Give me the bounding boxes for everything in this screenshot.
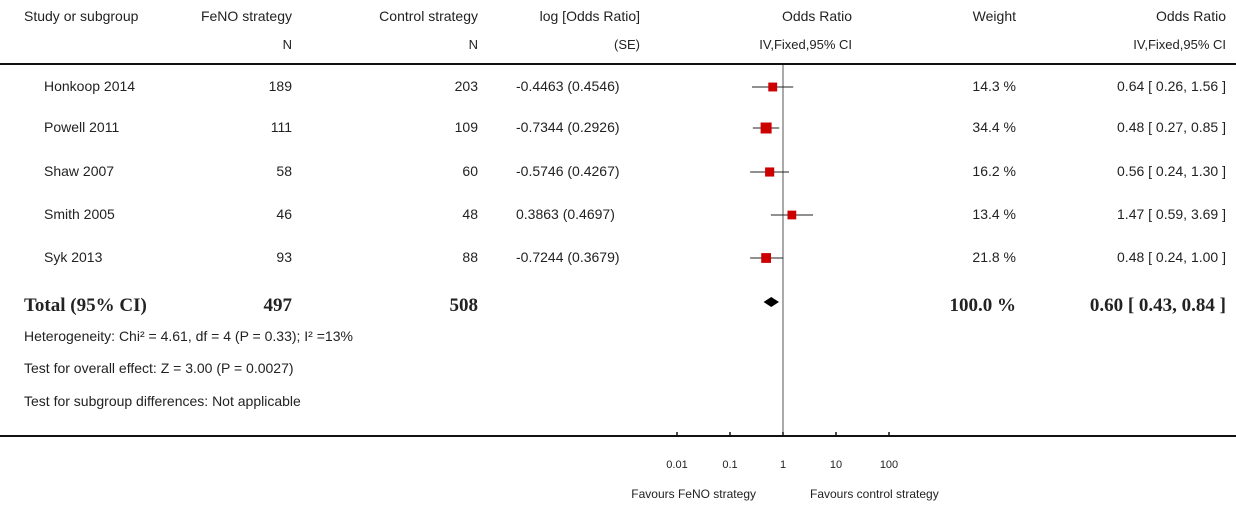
study-marker — [761, 253, 771, 263]
study-name: Powell 2011 — [44, 119, 120, 135]
header-logor-se: (SE) — [614, 37, 640, 52]
study-feno-n: 189 — [268, 78, 292, 94]
x-tick-label: 1 — [780, 459, 786, 471]
study-logor-se: -0.5746 (0.4267) — [516, 163, 620, 179]
study-weight: 21.8 % — [972, 249, 1016, 265]
study-or-ci: 0.48 [ 0.27, 0.85 ] — [1117, 119, 1226, 135]
heterogeneity-note: Heterogeneity: Chi² = 4.61, df = 4 (P = … — [24, 328, 353, 344]
favours-left-label: Favours FeNO strategy — [631, 487, 756, 501]
header-or-text: Odds Ratio — [1155, 8, 1226, 24]
header-logor: log [Odds Ratio] — [539, 8, 640, 24]
study-name: Honkoop 2014 — [44, 78, 136, 94]
overall-effect-note: Test for overall effect: Z = 3.00 (P = 0… — [24, 360, 294, 376]
study-or-ci: 1.47 [ 0.59, 3.69 ] — [1117, 206, 1226, 222]
total-control-n: 508 — [449, 295, 479, 316]
study-weight: 16.2 % — [972, 163, 1016, 179]
x-tick-label: 0.01 — [666, 459, 687, 471]
footer-divider — [0, 435, 1236, 437]
study-marker — [787, 210, 797, 220]
header-control-n: N — [468, 37, 478, 52]
study-marker — [768, 82, 778, 92]
study-control-n: 109 — [454, 119, 478, 135]
study-logor-se: -0.7244 (0.3679) — [516, 249, 620, 265]
study-or-ci: 0.56 [ 0.24, 1.30 ] — [1117, 163, 1226, 179]
study-control-n: 203 — [454, 78, 478, 94]
subgroup-note: Test for subgroup differences: Not appli… — [24, 393, 301, 409]
study-name: Syk 2013 — [44, 249, 103, 265]
study-marker — [765, 167, 775, 177]
study-control-n: 48 — [462, 206, 478, 222]
study-logor-se: 0.3863 (0.4697) — [516, 206, 615, 222]
header-feno-n: N — [282, 37, 292, 52]
study-feno-n: 111 — [270, 119, 292, 135]
total-label: Total (95% CI) — [24, 295, 147, 316]
favours-right-label: Favours control strategy — [810, 487, 939, 501]
header-divider — [0, 63, 1236, 65]
study-feno-n: 93 — [276, 249, 292, 265]
study-control-n: 88 — [462, 249, 478, 265]
total-feno-n: 497 — [263, 295, 293, 316]
study-feno-n: 58 — [276, 163, 292, 179]
header-control: Control strategy — [379, 8, 478, 24]
study-control-n: 60 — [462, 163, 478, 179]
study-logor-se: -0.4463 (0.4546) — [516, 78, 620, 94]
header-or-text-method: IV,Fixed,95% CI — [1133, 37, 1226, 52]
study-marker — [760, 122, 772, 134]
study-feno-n: 46 — [276, 206, 292, 222]
study-or-ci: 0.48 [ 0.24, 1.00 ] — [1117, 249, 1226, 265]
study-weight: 34.4 % — [972, 119, 1016, 135]
total-or-ci: 0.60 [ 0.43, 0.84 ] — [1089, 295, 1226, 316]
study-name: Shaw 2007 — [44, 163, 115, 179]
study-logor-se: -0.7344 (0.2926) — [516, 119, 620, 135]
header-study: Study or subgroup — [24, 8, 139, 24]
x-tick-label: 100 — [880, 459, 898, 471]
x-tick-label: 0.1 — [722, 459, 737, 471]
header-or-plot-method: IV,Fixed,95% CI — [759, 37, 852, 52]
study-or-ci: 0.64 [ 0.26, 1.56 ] — [1117, 78, 1226, 94]
header-or-plot: Odds Ratio — [781, 8, 852, 24]
study-weight: 14.3 % — [972, 78, 1016, 94]
study-weight: 13.4 % — [972, 206, 1016, 222]
header-weight: Weight — [972, 8, 1016, 24]
x-tick-label: 10 — [830, 459, 842, 471]
study-name: Smith 2005 — [44, 206, 115, 222]
pooled-diamond — [763, 297, 779, 307]
total-weight: 100.0 % — [949, 295, 1017, 316]
header-feno: FeNO strategy — [200, 8, 292, 24]
